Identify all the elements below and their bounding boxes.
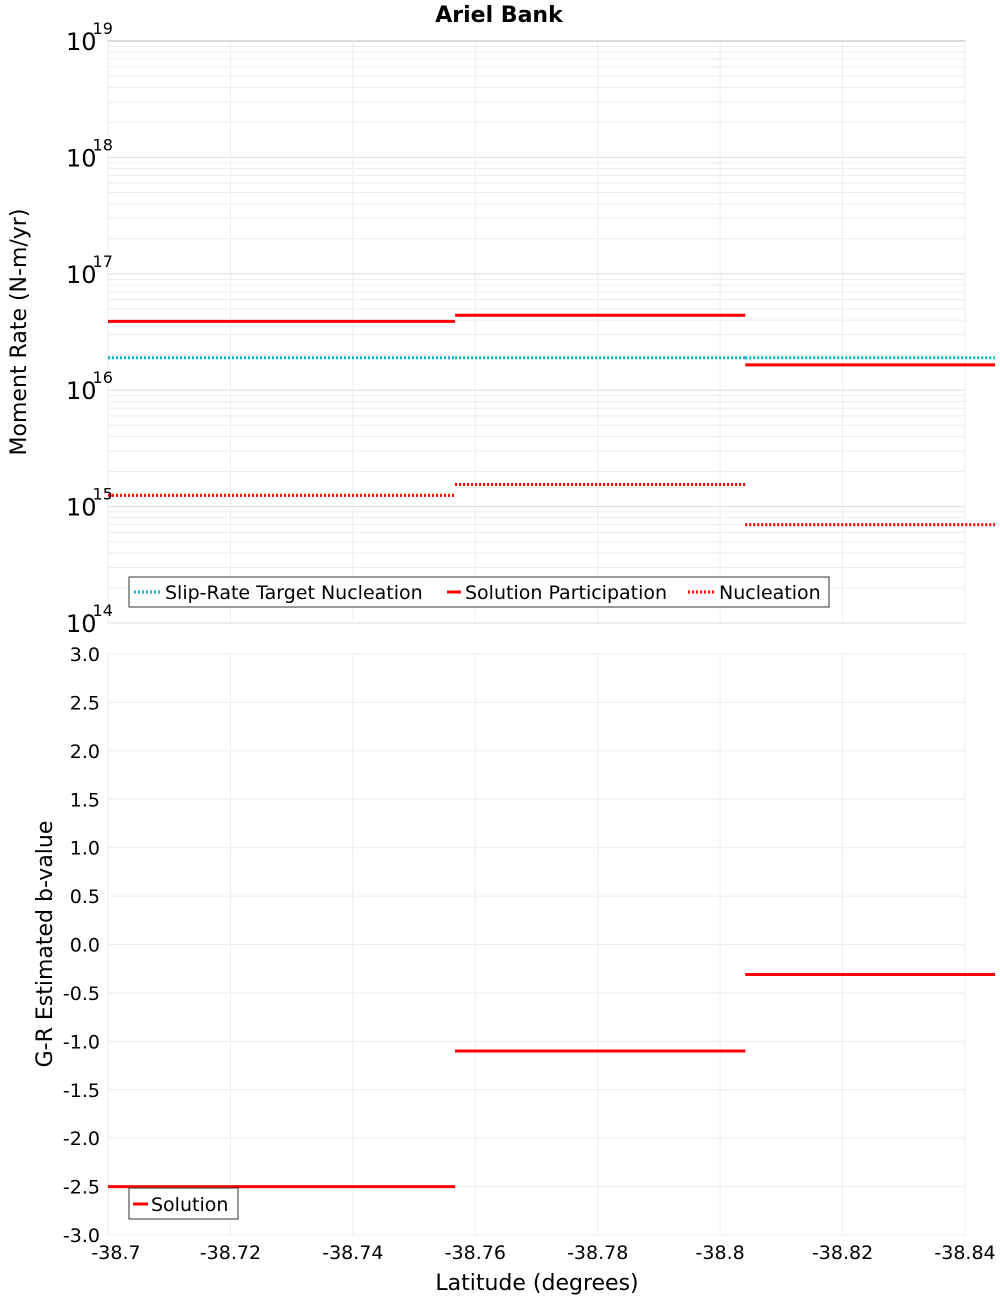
b-value-panel: 3.0 2.5 2.0 1.5 1.0 0.5 0.0 -0.5 -1.0 -1.5 -2.0 -2.…	[33, 644, 996, 1296]
b-value-y-tick-label: 2.5	[70, 692, 100, 714]
legend-label-nucleation: Nucleation	[719, 582, 821, 604]
x-tick-label: -38.78	[567, 1242, 628, 1264]
b-value-y-tick-label: -3.0	[63, 1225, 100, 1247]
moment-rate-y-tick-label: 1016	[66, 368, 113, 405]
chart-title: Ariel Bank	[435, 3, 564, 28]
x-tick-label: -38.72	[200, 1242, 261, 1264]
moment-rate-y-ticks: 1014 1015 1016 1017 1018 1019	[66, 19, 113, 638]
b-value-y-tick-label: 0.0	[70, 935, 100, 957]
b-value-y-tick-label: -1.0	[63, 1031, 100, 1053]
b-value-y-tick-label: -2.0	[63, 1128, 100, 1150]
x-axis-ticks: -38.7 -38.72 -38.74 -38.76 -38.78 -38.8 -38.82…	[91, 1242, 995, 1264]
b-value-y-tick-label: 0.5	[70, 886, 100, 908]
moment-rate-legend: Slip-Rate Target Nucleation Solution Par…	[128, 576, 830, 608]
moment-rate-y-tick-label: 1015	[66, 485, 113, 522]
x-axis-title: Latitude (degrees)	[435, 1271, 638, 1296]
b-value-y-tick-label: 1.5	[70, 789, 100, 811]
b-value-legend: Solution	[128, 1187, 239, 1220]
moment-rate-plot-area	[107, 40, 966, 624]
x-tick-label: -38.7	[91, 1242, 140, 1264]
moment-rate-y-tick-label: 1014	[66, 601, 113, 638]
moment-rate-y-tick-label: 1017	[66, 252, 113, 289]
b-value-y-tick-label: -1.5	[63, 1080, 100, 1102]
x-tick-label: -38.76	[445, 1242, 506, 1264]
legend-label-slip-rate-target: Slip-Rate Target Nucleation	[165, 582, 423, 604]
b-value-y-tick-label: 1.0	[70, 838, 100, 860]
x-tick-label: -38.8	[696, 1242, 745, 1264]
b-value-y-tick-label: -0.5	[63, 983, 100, 1005]
b-value-y-axis-title: G-R Estimated b-value	[33, 821, 58, 1068]
moment-rate-series	[108, 313, 995, 527]
moment-rate-panel: Ariel Bank 1014 1015 1016 1017 1018 1019 Mome…	[7, 3, 995, 638]
b-value-y-tick-label: 3.0	[70, 644, 100, 666]
moment-rate-y-tick-label: 1019	[66, 19, 113, 56]
b-value-grid	[107, 653, 966, 1236]
moment-rate-grid	[107, 41, 966, 624]
legend-label-solution: Solution	[151, 1194, 228, 1216]
b-value-y-tick-label: -2.5	[63, 1177, 100, 1199]
b-value-y-tick-label: 2.0	[70, 741, 100, 763]
b-value-series	[108, 973, 995, 1189]
b-value-y-ticks: 3.0 2.5 2.0 1.5 1.0 0.5 0.0 -0.5 -1.0 -1.5 -2.0 -2.…	[63, 644, 100, 1247]
x-tick-label: -38.82	[812, 1242, 873, 1264]
legend-label-solution-participation: Solution Participation	[465, 582, 667, 604]
x-tick-label: -38.84	[934, 1242, 995, 1264]
moment-rate-y-axis-title: Moment Rate (N-m/yr)	[7, 209, 32, 456]
x-tick-label: -38.74	[322, 1242, 383, 1264]
moment-rate-y-tick-label: 1018	[66, 135, 113, 172]
